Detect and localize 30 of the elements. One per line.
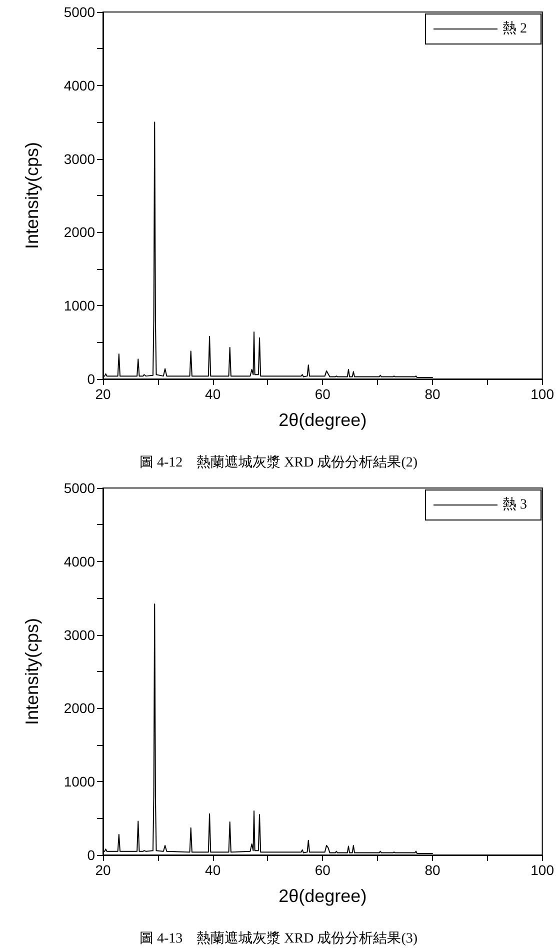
y-tick-label: 0 — [87, 371, 96, 387]
x-tick-label: 60 — [314, 386, 331, 402]
y-tick-label: 2000 — [64, 700, 96, 716]
x-tick-label: 60 — [314, 862, 331, 878]
x-tick-label: 40 — [205, 862, 221, 878]
y-tick-label: 5000 — [64, 480, 96, 496]
legend-label: 熱 3 — [502, 496, 527, 512]
y-tick-label: 3000 — [64, 150, 96, 167]
x-tick-label: 40 — [205, 386, 221, 402]
y-tick-label: 0 — [87, 847, 96, 863]
x-tick-label: 100 — [530, 862, 554, 878]
y-tick-label: 4000 — [64, 553, 96, 570]
x-tick-label: 20 — [95, 386, 111, 402]
y-tick-label: 1000 — [64, 774, 96, 790]
y-tick-label: 4000 — [64, 77, 96, 94]
y-tick-label: 5000 — [64, 4, 96, 20]
y-axis-title: Intensity(cps) — [22, 618, 42, 726]
y-tick-label: 1000 — [64, 298, 96, 314]
x-axis-title: 2θ(degree) — [278, 410, 367, 430]
y-axis-title: Intensity(cps) — [22, 142, 42, 250]
x-tick-label: 80 — [424, 386, 440, 402]
x-tick-label: 80 — [424, 862, 440, 878]
y-tick-label: 2000 — [64, 224, 96, 240]
x-axis-title: 2θ(degree) — [278, 886, 367, 906]
x-tick-label: 100 — [530, 386, 554, 402]
caption: 圖 4-12 熱蘭遮城灰漿 XRD 成份分析結果(2) — [139, 454, 418, 470]
legend-label: 熱 2 — [502, 20, 527, 36]
x-tick-label: 20 — [95, 862, 111, 878]
caption: 圖 4-13 熱蘭遮城灰漿 XRD 成份分析結果(3) — [139, 930, 418, 946]
y-tick-label: 3000 — [64, 626, 96, 643]
